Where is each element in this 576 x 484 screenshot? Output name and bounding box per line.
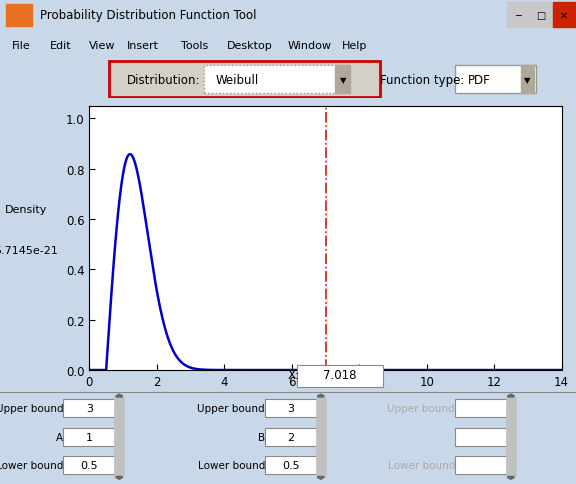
- Text: Upper bound: Upper bound: [198, 404, 265, 413]
- Text: X:: X:: [287, 368, 300, 381]
- FancyBboxPatch shape: [63, 456, 115, 474]
- Text: ✕: ✕: [560, 11, 568, 21]
- Text: B: B: [258, 432, 265, 442]
- Bar: [530, 3, 552, 29]
- Text: 1: 1: [86, 432, 93, 442]
- Text: Function type:: Function type:: [380, 74, 464, 86]
- Text: 3: 3: [287, 404, 294, 413]
- Text: □: □: [536, 11, 545, 21]
- FancyArrow shape: [116, 476, 123, 479]
- FancyBboxPatch shape: [265, 428, 317, 446]
- Text: 2: 2: [287, 432, 294, 442]
- Text: 0.5: 0.5: [282, 460, 300, 470]
- Text: ─: ─: [515, 11, 521, 21]
- FancyBboxPatch shape: [63, 399, 115, 418]
- FancyArrow shape: [116, 394, 123, 397]
- Text: Lower bound: Lower bound: [388, 460, 455, 470]
- Text: Upper bound: Upper bound: [0, 404, 63, 413]
- FancyBboxPatch shape: [297, 365, 383, 387]
- Text: Tools: Tools: [181, 41, 208, 51]
- FancyBboxPatch shape: [455, 456, 507, 474]
- FancyArrow shape: [317, 476, 324, 479]
- FancyBboxPatch shape: [204, 66, 348, 94]
- Text: Lower bound: Lower bound: [0, 460, 63, 470]
- Text: Lower bound: Lower bound: [198, 460, 265, 470]
- Text: 0.5: 0.5: [81, 460, 98, 470]
- Bar: [521, 66, 534, 93]
- Text: Density: Density: [5, 205, 47, 214]
- Text: A: A: [56, 432, 63, 442]
- Text: Insert: Insert: [127, 41, 160, 51]
- Bar: [506, 397, 516, 476]
- Text: Weibull: Weibull: [216, 74, 259, 86]
- FancyArrow shape: [317, 394, 324, 397]
- Text: Help: Help: [342, 41, 367, 51]
- FancyBboxPatch shape: [265, 456, 317, 474]
- Text: 7.018: 7.018: [323, 368, 357, 381]
- FancyArrow shape: [507, 394, 514, 397]
- FancyBboxPatch shape: [63, 428, 115, 446]
- Text: 5.7145e-21: 5.7145e-21: [0, 245, 58, 255]
- Text: Probability Distribution Function Tool: Probability Distribution Function Tool: [40, 9, 257, 22]
- Bar: [6, 5, 32, 27]
- Bar: [316, 397, 326, 476]
- FancyBboxPatch shape: [455, 399, 507, 418]
- Bar: [114, 397, 124, 476]
- Text: ▼: ▼: [339, 76, 346, 84]
- Text: PDF: PDF: [468, 74, 491, 86]
- Bar: [553, 3, 575, 29]
- Text: Desktop: Desktop: [227, 41, 272, 51]
- Text: ▼: ▼: [524, 76, 531, 84]
- FancyBboxPatch shape: [455, 66, 536, 94]
- Bar: [335, 66, 350, 93]
- Text: Edit: Edit: [50, 41, 72, 51]
- Text: File: File: [12, 41, 31, 51]
- FancyBboxPatch shape: [265, 399, 317, 418]
- Text: View: View: [89, 41, 115, 51]
- Text: 3: 3: [86, 404, 93, 413]
- FancyBboxPatch shape: [455, 428, 507, 446]
- FancyBboxPatch shape: [109, 62, 380, 98]
- Bar: [507, 3, 529, 29]
- Text: Distribution:: Distribution:: [127, 74, 200, 86]
- Text: Upper bound: Upper bound: [388, 404, 455, 413]
- FancyArrow shape: [507, 476, 514, 479]
- Text: Window: Window: [288, 41, 332, 51]
